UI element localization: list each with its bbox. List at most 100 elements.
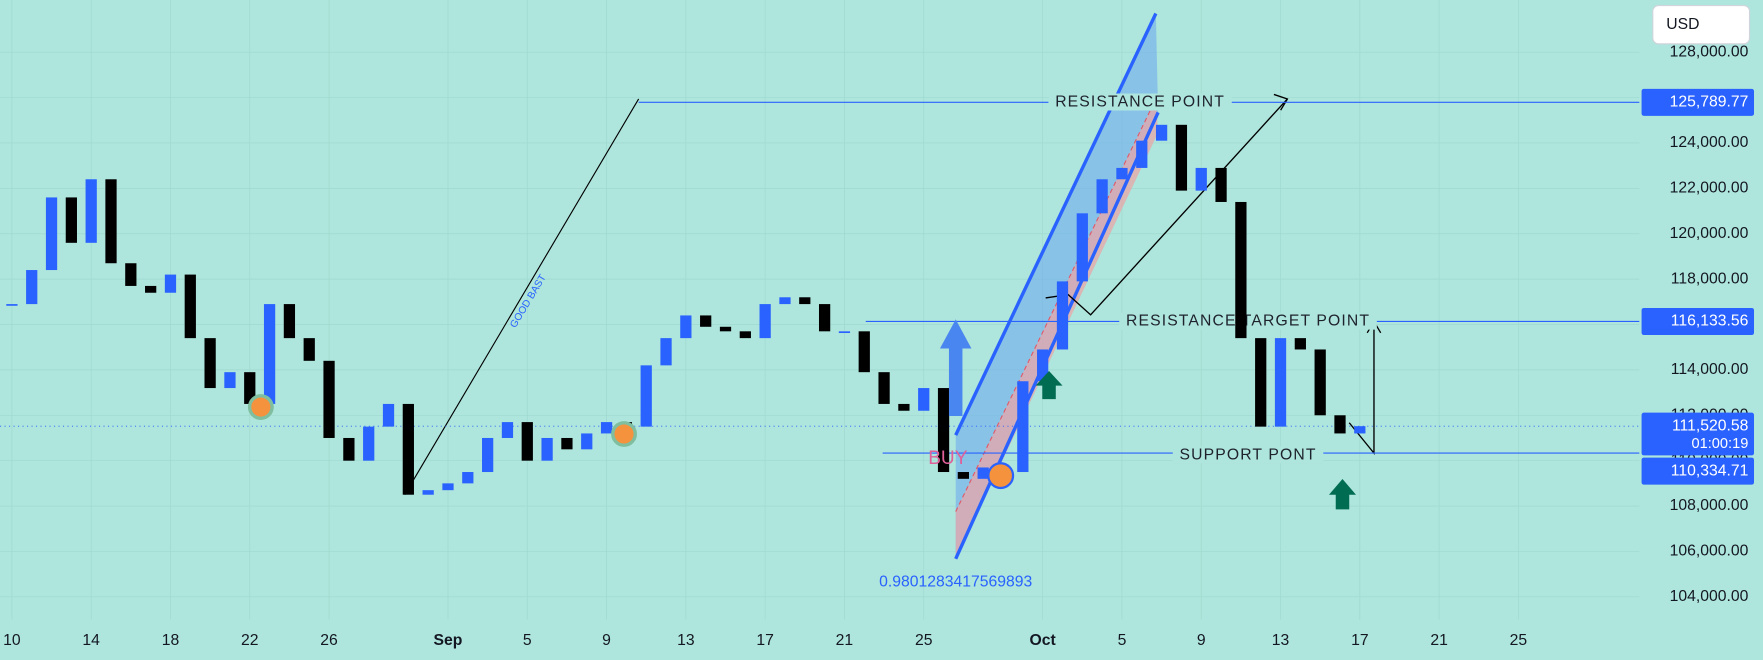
candle <box>759 304 771 339</box>
candle <box>640 365 652 427</box>
candle <box>184 274 196 339</box>
candle <box>422 490 434 495</box>
candle <box>898 403 910 411</box>
candle <box>343 437 355 461</box>
y-tick-label: 108,000.00 <box>1670 497 1749 514</box>
candle <box>1255 338 1267 427</box>
y-tick-label: 106,000.00 <box>1670 543 1749 560</box>
candle <box>521 422 533 461</box>
x-tick-label: 13 <box>1272 632 1290 649</box>
candle <box>125 263 137 286</box>
x-tick-label: 10 <box>3 632 21 649</box>
grid <box>0 0 1640 620</box>
level-note: RESISTANCE TARGET POINT <box>1126 313 1370 330</box>
y-tick-label: 128,000.00 <box>1670 43 1749 60</box>
up-arrow <box>1328 478 1356 510</box>
x-tick-label: 5 <box>523 632 532 649</box>
price-label-box <box>1641 412 1755 456</box>
level-note: SUPPORT PONT <box>1180 446 1317 463</box>
candle <box>85 179 97 243</box>
level-note: RESISTANCE POINT <box>1055 94 1225 111</box>
candle <box>244 372 256 404</box>
candle <box>600 422 613 434</box>
candle <box>1076 213 1088 282</box>
y-tick-label: 114,000.00 <box>1671 361 1749 378</box>
candle <box>1294 338 1306 350</box>
price-label-box <box>1641 88 1755 116</box>
channel-line <box>954 12 1158 436</box>
up-arrow <box>1035 371 1063 400</box>
buy-label: BUY <box>928 448 968 469</box>
x-tick-label: 22 <box>241 632 259 649</box>
candle <box>323 360 335 438</box>
candle <box>1195 167 1207 191</box>
candle <box>1175 124 1188 191</box>
ratio-label: 0.9801283417569893 <box>879 574 1032 591</box>
candle <box>1314 349 1326 416</box>
candle <box>957 472 969 479</box>
marker <box>987 462 1015 490</box>
candle <box>45 197 58 271</box>
candle <box>1017 381 1029 473</box>
x-tick-label: Oct <box>1030 632 1057 649</box>
candle <box>878 372 890 404</box>
x-tick-label: 9 <box>602 632 611 649</box>
x-tick-label: Sep <box>434 632 463 649</box>
channel-mid <box>955 98 1157 512</box>
candle <box>937 388 950 473</box>
candle <box>462 472 474 484</box>
y-tick-label: 122,000.00 <box>1670 180 1749 197</box>
level-note-bg <box>1119 312 1377 330</box>
candles <box>6 124 1366 495</box>
candle <box>838 331 851 334</box>
candle <box>561 437 573 450</box>
candle <box>164 274 177 293</box>
candle <box>1354 426 1366 434</box>
price-label-box <box>1641 457 1755 485</box>
candle <box>1215 167 1227 202</box>
x-tick-label: 21 <box>836 632 854 649</box>
currency-label[interactable]: USD <box>1666 16 1699 33</box>
candle <box>263 304 276 404</box>
arrow-head <box>1273 93 1289 111</box>
candle <box>680 315 692 339</box>
x-tick-label: 21 <box>1430 632 1448 649</box>
x-tick-label: 25 <box>915 632 933 649</box>
candle <box>1235 201 1247 339</box>
levels: RESISTANCE POINT RESISTANCE TARGET POINT S… <box>0 93 1640 464</box>
level-note-bg <box>1048 93 1232 111</box>
candle <box>442 483 454 491</box>
x-tick-label: 9 <box>1197 632 1206 649</box>
candle <box>1116 167 1128 180</box>
candle <box>818 304 831 332</box>
candle <box>482 437 494 473</box>
x-tick-label: 26 <box>320 632 338 649</box>
candle <box>363 426 375 461</box>
candle <box>918 388 930 411</box>
candle <box>382 403 395 427</box>
candle <box>6 304 18 306</box>
countdown: 01:00:19 <box>1692 436 1749 452</box>
candle <box>700 315 712 327</box>
candle <box>858 331 870 373</box>
price-label: 116,133.56 <box>1671 313 1749 330</box>
candle <box>1274 338 1287 427</box>
candle <box>1136 140 1148 168</box>
candle <box>402 403 414 495</box>
x-tick-label: 14 <box>82 632 100 649</box>
price-label-box <box>1641 307 1755 335</box>
candle <box>1155 124 1168 141</box>
up-arrow <box>939 319 972 417</box>
candle <box>224 372 236 389</box>
candle <box>65 197 77 243</box>
x-tick-label: 25 <box>1510 632 1528 649</box>
candle <box>1334 415 1346 434</box>
candle <box>541 437 553 461</box>
x-tick-label: 5 <box>1118 632 1127 649</box>
price-label: 111,520.58 <box>1672 417 1749 434</box>
currency-button[interactable] <box>1652 5 1751 45</box>
candle <box>581 433 593 450</box>
x-tick-label: 13 <box>677 632 695 649</box>
candle <box>1096 179 1108 214</box>
candle <box>145 285 157 293</box>
